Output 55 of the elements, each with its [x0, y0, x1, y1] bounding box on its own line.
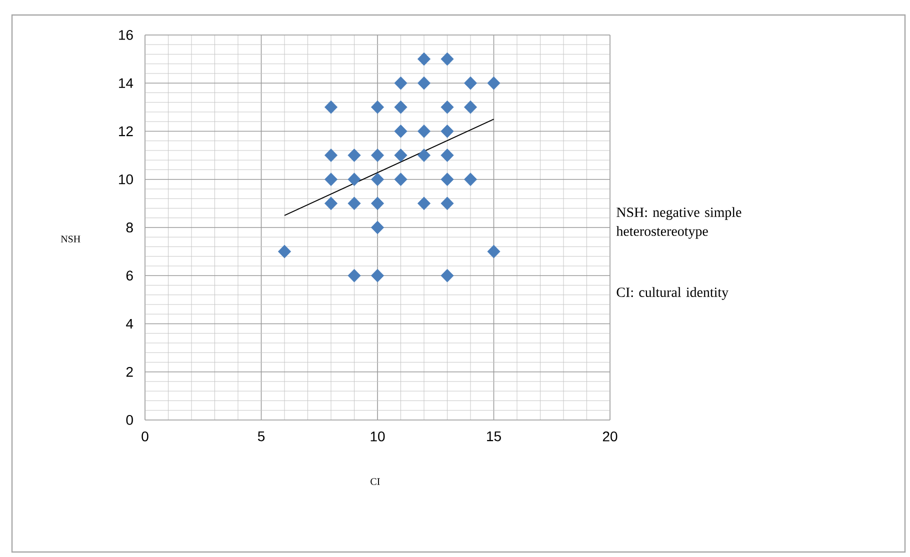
- point: [464, 76, 478, 90]
- point: [348, 172, 361, 186]
- x-tick-label: 0: [142, 431, 148, 442]
- point: [487, 76, 500, 90]
- y-tick-label: 10: [119, 174, 133, 184]
- point: [370, 172, 384, 186]
- point: [278, 244, 292, 258]
- y-tick-label: 0: [126, 415, 133, 425]
- y-tick-label: 8: [126, 222, 133, 232]
- x-tick-label: 15: [487, 432, 501, 442]
- point: [440, 148, 454, 162]
- point: [370, 220, 384, 234]
- point: [440, 52, 454, 66]
- text: NSH: negative simple heterostereotype: [616, 207, 742, 239]
- point: [464, 172, 478, 186]
- point: [370, 148, 384, 162]
- x-axis-title: CI: [370, 478, 380, 485]
- point: [440, 268, 454, 282]
- point: [417, 52, 431, 66]
- x-tick-label: 5: [258, 432, 265, 442]
- point: [394, 76, 408, 90]
- point: [348, 196, 361, 210]
- point: [440, 100, 454, 114]
- point: [417, 76, 431, 90]
- point: [370, 268, 384, 282]
- y-axis-title: NSH: [60, 236, 80, 242]
- point: [324, 100, 338, 114]
- y-tick-label: 6: [126, 270, 133, 281]
- point: [324, 196, 338, 210]
- x-tick-label: 10: [370, 431, 385, 442]
- point: [440, 124, 454, 138]
- point: [440, 172, 454, 186]
- y-tick-label: 16: [119, 30, 133, 40]
- point: [417, 196, 431, 210]
- point: [370, 196, 384, 210]
- point: [394, 172, 408, 186]
- point: [324, 172, 338, 186]
- point: [417, 148, 431, 162]
- text: CI: cultural identity: [616, 287, 729, 300]
- point: [394, 148, 408, 162]
- point: [348, 148, 361, 162]
- point: [348, 268, 361, 282]
- point: [370, 100, 384, 114]
- y-tick-label: 14: [119, 78, 134, 88]
- point: [440, 196, 454, 210]
- y-tick-label: 2: [126, 366, 133, 377]
- point: [417, 124, 431, 138]
- x-tick-label: 20: [602, 431, 618, 442]
- y-tick-label: 4: [126, 318, 134, 329]
- y-tick-label: 12: [119, 126, 133, 136]
- point: [394, 100, 408, 114]
- point: [487, 244, 500, 258]
- point: [324, 148, 338, 162]
- point: [394, 124, 408, 138]
- point: [464, 100, 478, 114]
